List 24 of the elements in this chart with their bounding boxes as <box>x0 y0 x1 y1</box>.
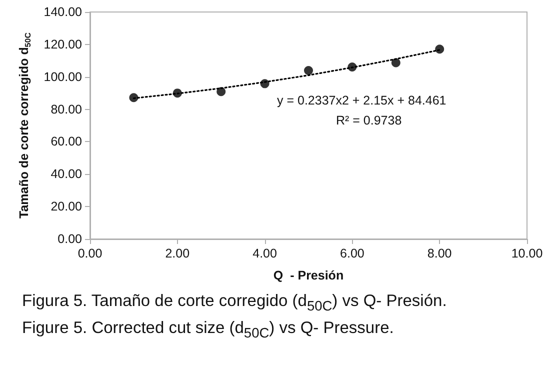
y-tick-label: 40.00 <box>50 167 82 182</box>
y-tick-label: 120.00 <box>44 37 82 52</box>
x-tick-label: 10.00 <box>511 246 543 260</box>
y-tick-label: 60.00 <box>50 134 82 149</box>
point <box>391 58 400 68</box>
annotation: R² = 0.9738 <box>336 114 402 128</box>
point <box>304 66 313 76</box>
y-tick-label: 140.00 <box>44 5 82 19</box>
text: Figure 5. Corrected cut size (d$_{50C}$) vs Q- Pressure. <box>22 319 395 341</box>
x-tick-label: 2.00 <box>165 246 190 260</box>
y-axis-title: Tamaño de corte corregido d50C <box>17 32 32 218</box>
text: Figura 5. Tamaño de corte corregido (d$_{50C}$) vs Q- Presión. <box>22 292 448 314</box>
x-tick-label: 0.00 <box>78 246 102 260</box>
y-tick-label: 20.00 <box>50 200 82 214</box>
point <box>129 93 138 102</box>
y-tick-label: 80.00 <box>50 102 82 116</box>
x-axis-title: Q - Presión <box>273 268 344 282</box>
annotation: y = 0.2337x2 + 2.15x + 84.461 <box>277 94 446 108</box>
x-tick-label: 4.00 <box>252 246 278 260</box>
y-tick-label: 100.00 <box>44 70 82 84</box>
x-tick-label: 8.00 <box>427 246 452 260</box>
y-tick-label: 0.00 <box>58 232 82 246</box>
point <box>435 44 444 54</box>
x-tick-label: 6.00 <box>340 246 364 260</box>
